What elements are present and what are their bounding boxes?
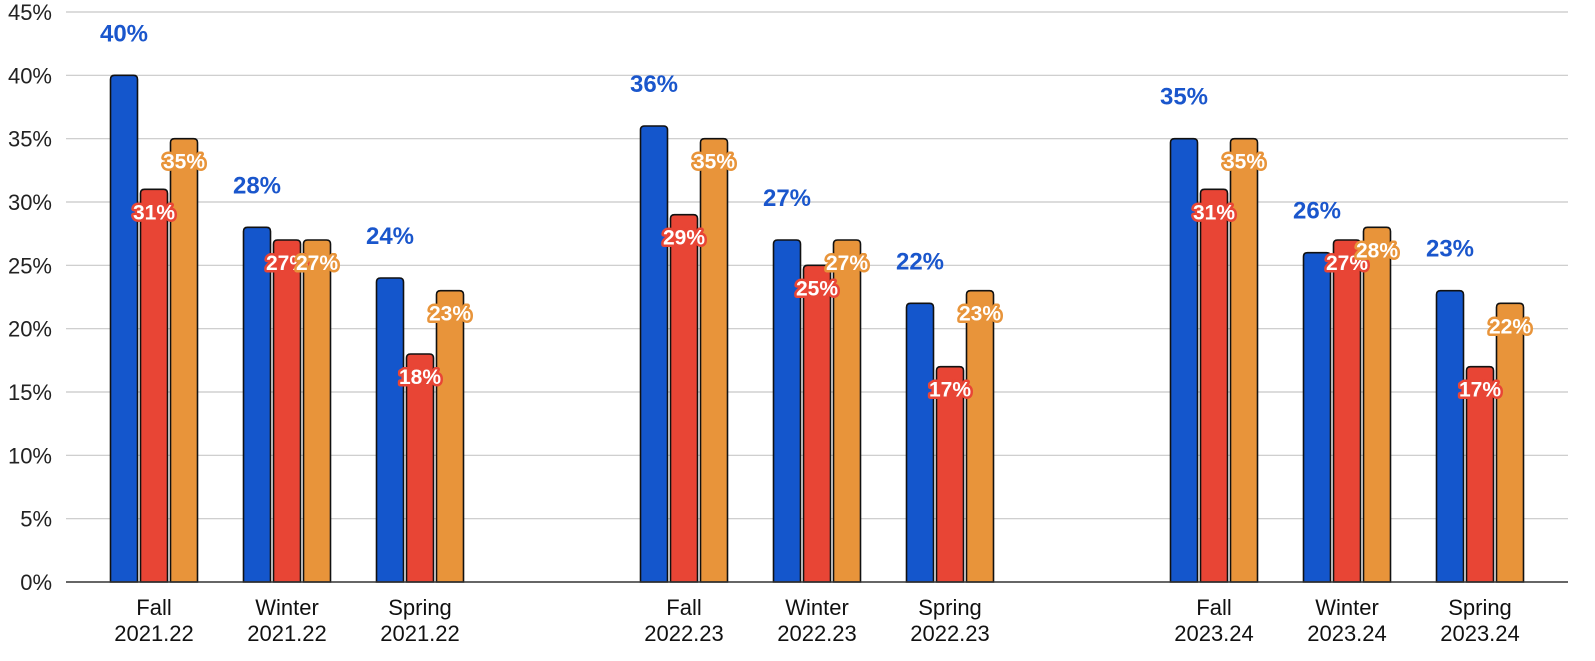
bar — [1435, 289, 1465, 583]
data-label: 35% — [1160, 84, 1208, 111]
x-tick-label: 2021.22 — [114, 621, 194, 646]
y-tick-label: 10% — [8, 443, 52, 468]
y-tick-label: 35% — [8, 127, 52, 152]
bar — [1362, 226, 1392, 583]
bar — [1465, 365, 1495, 583]
y-tick-label: 15% — [8, 380, 52, 405]
x-tick-label: 2021.22 — [380, 621, 460, 646]
data-labels: 40%31%35%28%27%27%24%18%23%36%29%35%27%2… — [100, 20, 1534, 404]
x-tick-label: Winter — [255, 595, 319, 620]
y-tick-label: 25% — [8, 253, 52, 278]
x-tick-label: Winter — [785, 595, 849, 620]
bar — [302, 239, 332, 583]
y-tick-label: 30% — [8, 190, 52, 215]
data-label: 29% — [663, 227, 705, 250]
data-label: 17% — [929, 379, 971, 402]
bar — [242, 226, 272, 583]
bar — [435, 289, 465, 583]
data-label: 24% — [366, 223, 414, 250]
bar — [832, 239, 862, 583]
data-label: 36% — [630, 71, 678, 98]
bar — [272, 239, 302, 583]
bar — [935, 365, 965, 583]
y-tick-label: 0% — [20, 570, 52, 595]
x-axis-ticks: Fall2021.22Winter2021.22Spring2021.22Fal… — [114, 595, 1520, 646]
x-tick-label: 2022.23 — [644, 621, 724, 646]
data-label: 27% — [826, 252, 868, 275]
y-axis-ticks: 0% 5% 10% 15% 20% 25% 30% 35% 40% 45% — [8, 0, 52, 595]
data-label: 27% — [296, 252, 338, 275]
y-tick-label: 40% — [8, 63, 52, 88]
data-label: 23% — [429, 303, 471, 326]
bar — [699, 137, 729, 583]
bar — [1332, 239, 1362, 583]
data-label: 31% — [1193, 201, 1235, 224]
x-tick-label: Spring — [388, 595, 452, 620]
data-label: 31% — [133, 201, 175, 224]
bar — [772, 239, 802, 583]
data-label: 23% — [1426, 236, 1474, 263]
data-label: 22% — [896, 248, 944, 275]
y-tick-label: 45% — [8, 0, 52, 25]
data-label: 18% — [399, 366, 441, 389]
data-label: 28% — [1356, 239, 1398, 262]
x-tick-label: Fall — [1196, 595, 1231, 620]
bar — [802, 264, 832, 583]
data-label: 35% — [163, 151, 205, 174]
data-label: 26% — [1293, 198, 1341, 225]
data-label: 40% — [100, 20, 148, 47]
x-tick-label: Winter — [1315, 595, 1379, 620]
data-label: 22% — [1489, 315, 1531, 338]
data-label: 27% — [763, 185, 811, 212]
data-label: 28% — [233, 172, 281, 199]
x-tick-label: Fall — [136, 595, 171, 620]
x-tick-label: 2022.23 — [777, 621, 857, 646]
y-tick-label: 20% — [8, 317, 52, 342]
bar — [1495, 302, 1525, 583]
data-label: 35% — [693, 151, 735, 174]
x-tick-label: Spring — [1448, 595, 1512, 620]
x-tick-label: 2023.24 — [1307, 621, 1387, 646]
data-label: 23% — [959, 303, 1001, 326]
bars — [109, 74, 1525, 583]
bar — [1199, 188, 1229, 583]
bar — [669, 213, 699, 583]
data-label: 17% — [1459, 379, 1501, 402]
bar — [1302, 251, 1332, 583]
bar — [109, 74, 139, 583]
bar — [1169, 137, 1199, 583]
bar — [639, 125, 669, 583]
bar — [905, 302, 935, 583]
bar — [965, 289, 995, 583]
data-label: 27% — [266, 252, 308, 275]
data-label: 27% — [1326, 252, 1368, 275]
bar — [1229, 137, 1259, 583]
y-tick-label: 5% — [20, 507, 52, 532]
bar — [405, 353, 435, 583]
data-label: 35% — [1223, 151, 1265, 174]
x-tick-label: 2023.24 — [1440, 621, 1520, 646]
x-tick-label: Spring — [918, 595, 982, 620]
data-label: 25% — [796, 277, 838, 300]
x-tick-label: 2023.24 — [1174, 621, 1254, 646]
bar — [139, 188, 169, 583]
bar — [375, 277, 405, 583]
x-tick-label: Fall — [666, 595, 701, 620]
bar — [169, 137, 199, 583]
x-tick-label: 2021.22 — [247, 621, 327, 646]
x-tick-label: 2022.23 — [910, 621, 990, 646]
